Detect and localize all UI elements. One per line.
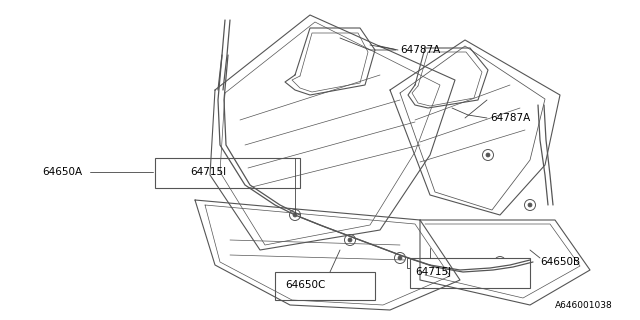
Text: 64787A: 64787A [400, 45, 440, 55]
Text: 64715I: 64715I [190, 167, 226, 177]
Bar [410, 258, 530, 288]
Bar [407, 258, 423, 268]
Bar [275, 272, 375, 300]
Circle shape [348, 238, 352, 242]
Circle shape [498, 260, 502, 264]
Circle shape [293, 213, 297, 217]
Circle shape [528, 203, 532, 207]
Circle shape [268, 163, 272, 167]
Text: A646001038: A646001038 [555, 301, 612, 310]
Text: 64787A: 64787A [490, 113, 531, 123]
Circle shape [398, 256, 402, 260]
Text: 64650C: 64650C [285, 280, 325, 290]
Text: 64650B: 64650B [540, 257, 580, 267]
Text: 64650A: 64650A [42, 167, 82, 177]
Circle shape [486, 153, 490, 157]
Circle shape [428, 263, 432, 267]
Bar [155, 158, 300, 188]
Text: 64715J: 64715J [415, 267, 451, 277]
